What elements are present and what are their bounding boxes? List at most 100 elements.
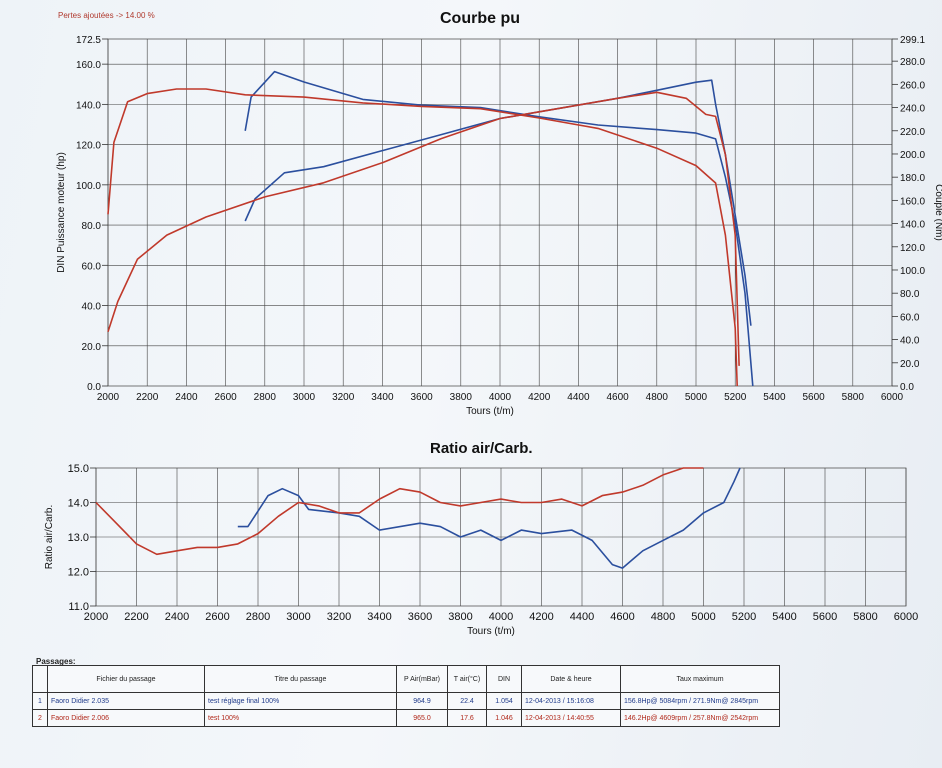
row-t-air: 22.4	[447, 692, 487, 710]
y2-tick-label: 40.0	[900, 336, 920, 347]
x-tick-label: 4600	[606, 392, 629, 403]
passages-header-row: Fichier du passage Titre du passage P Ai…	[32, 665, 780, 693]
x-tick-label: 4800	[646, 392, 669, 403]
y2-tick-label: 280.0	[900, 57, 925, 68]
y-tick-label: 15.0	[68, 463, 89, 475]
y-tick-label: 14.0	[68, 498, 89, 510]
y2-tick-label: 20.0	[900, 359, 920, 370]
y-tick-label: 172.5	[76, 35, 101, 46]
series-line-3	[107, 91, 740, 366]
x-tick-label: 2600	[214, 392, 237, 403]
x-tick-label: 3000	[286, 611, 310, 623]
table-row: 2 Faoro Didier 2.006 test 100% 965.0 17.…	[32, 709, 780, 727]
x-tick-label: 3200	[327, 611, 351, 623]
x-tick-label: 3000	[293, 392, 316, 403]
x-tick-label: 2000	[97, 392, 120, 403]
x-tick-label: 4000	[489, 392, 512, 403]
col-header-p-air: P Air(mBar)	[396, 665, 448, 693]
power-torque-chart: 2000 2200 2400 2600 2800 3000 3200 3400 3600 3800…	[56, 35, 942, 417]
x-tick-label: 3800	[450, 392, 473, 403]
y-axis-label: DIN Puissance moteur (hp)	[56, 152, 67, 273]
y2-tick-label: 100.0	[900, 266, 925, 277]
row-title: test 100%	[204, 709, 397, 727]
row-date: 12-04-2013 / 14:40:55	[521, 709, 621, 727]
x-tick-label: 2400	[175, 392, 198, 403]
x-tick-label: 3400	[371, 392, 394, 403]
y2-tick-label: 120.0	[900, 243, 925, 254]
row-din: 1.046	[486, 709, 522, 727]
x-tick-label: 2000	[84, 611, 108, 623]
y2-tick-label: 200.0	[900, 150, 925, 161]
y-tick-label: 12.0	[68, 567, 89, 579]
x-tick-label: 3800	[448, 611, 472, 623]
col-header-title: Titre du passage	[204, 665, 397, 693]
col-header-max: Taux maximum	[620, 665, 780, 693]
y-tick-label: 20.0	[82, 342, 102, 353]
row-t-air: 17.6	[447, 709, 487, 727]
x-axis-label: Tours (t/m)	[466, 406, 514, 417]
afr-chart: 2000 2200 2400 2600 2800 3000 3200 3400 3600 3800…	[44, 463, 918, 637]
x-tick-label: 3600	[410, 392, 433, 403]
row-max: 146.2Hp@ 4609rpm / 257.8Nm@ 2542rpm	[620, 709, 780, 727]
x-tick-label: 2800	[254, 392, 277, 403]
col-header-index	[32, 665, 48, 693]
y2-tick-label: 0.0	[900, 382, 914, 393]
x-tick-label: 2400	[165, 611, 189, 623]
x-tick-label: 5200	[732, 611, 756, 623]
row-max: 156.8Hp@ 5084rpm / 271.9Nm@ 2845rpm	[620, 692, 780, 710]
row-din: 1.054	[486, 692, 522, 710]
afr-chart-title: Ratio air/Carb.	[430, 440, 533, 457]
x-tick-label: 6000	[894, 611, 918, 623]
series-line-1	[237, 467, 741, 569]
x-tick-label: 6000	[881, 392, 904, 403]
x-tick-label: 5600	[802, 392, 825, 403]
y-tick-label: 140.0	[76, 100, 101, 111]
x-tick-label: 3600	[408, 611, 432, 623]
x-tick-label: 5000	[691, 611, 715, 623]
y2-axis-label: Couple (Nm)	[933, 184, 942, 241]
x-tick-label: 5400	[772, 611, 796, 623]
col-header-t-air: T air(°C)	[447, 665, 487, 693]
x-tick-label: 5800	[842, 392, 865, 403]
x-tick-label: 5600	[813, 611, 837, 623]
y2-tick-label: 140.0	[900, 220, 925, 231]
y-tick-label: 80.0	[82, 221, 102, 232]
x-axis-label: Tours (t/m)	[467, 626, 515, 637]
x-tick-label: 4400	[567, 392, 590, 403]
row-index: 2	[32, 709, 48, 727]
passages-label: Passages:	[36, 657, 76, 666]
y-tick-label: 120.0	[76, 141, 101, 152]
y2-tick-label: 220.0	[900, 127, 925, 138]
x-tick-label: 4800	[651, 611, 675, 623]
series-line-4	[107, 88, 738, 387]
col-header-file: Fichier du passage	[47, 665, 205, 693]
x-tick-label: 3400	[367, 611, 391, 623]
y-tick-label: 40.0	[82, 302, 102, 313]
y-tick-label: 160.0	[76, 60, 101, 71]
series-line-2	[95, 467, 704, 556]
row-title: test réglage final 100%	[204, 692, 397, 710]
row-file: Faoro Didier 2.006	[47, 709, 205, 727]
x-tick-label: 3200	[332, 392, 355, 403]
x-tick-label: 2800	[246, 611, 270, 623]
y2-tick-label: 260.0	[900, 80, 925, 91]
passages-table: Fichier du passage Titre du passage P Ai…	[32, 665, 780, 727]
x-tick-label: 4200	[528, 392, 551, 403]
x-tick-label: 5400	[763, 392, 786, 403]
x-tick-label: 5200	[724, 392, 747, 403]
power-chart-title: Courbe pu	[440, 10, 520, 27]
x-tick-label: 5800	[853, 611, 877, 623]
x-tick-label: 2200	[124, 611, 148, 623]
y2-tick-label: 160.0	[900, 196, 925, 207]
y-tick-label: 11.0	[68, 601, 89, 613]
col-header-date: Date & heure	[521, 665, 621, 693]
y2-tick-label: 240.0	[900, 104, 925, 115]
y2-tick-label: 80.0	[900, 289, 920, 300]
x-tick-label: 4400	[570, 611, 594, 623]
series-line-1	[244, 79, 752, 326]
row-file: Faoro Didier 2.035	[47, 692, 205, 710]
y-tick-label: 13.0	[68, 532, 89, 544]
row-p-air: 965.0	[396, 709, 448, 727]
y2-tick-label: 180.0	[900, 173, 925, 184]
